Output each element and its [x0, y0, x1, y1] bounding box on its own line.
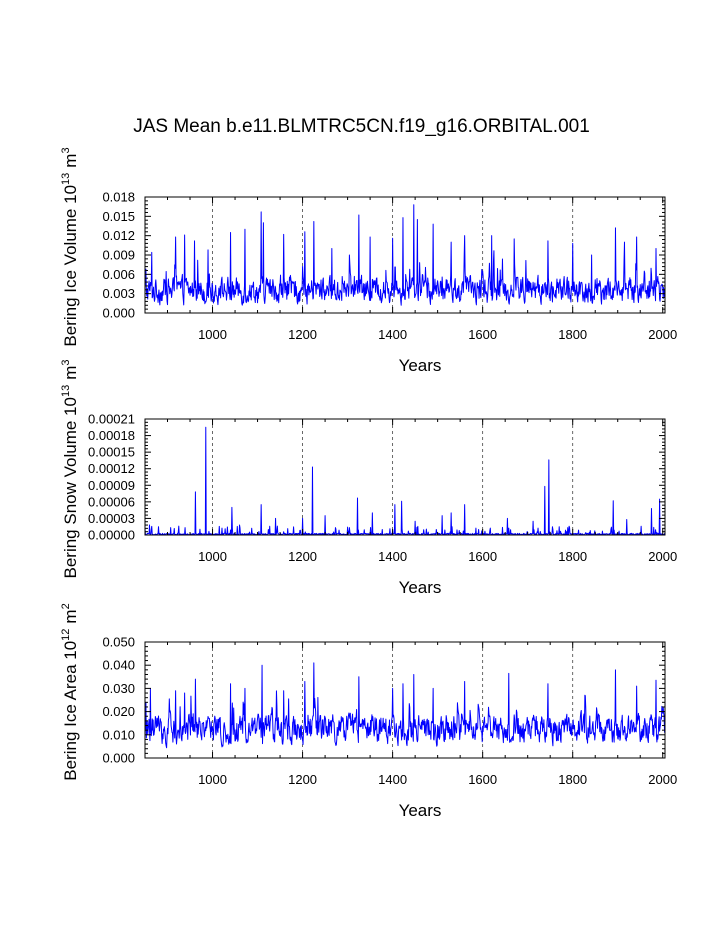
y-tick-label: 0.00009 [88, 478, 135, 493]
y-axis-label: Bering Snow Volume 1013 m3 [60, 360, 80, 579]
y-axis-label-ylabel-exp: 13 [60, 173, 72, 185]
x-tick-label: 1400 [378, 772, 407, 787]
y-tick-label: 0.018 [102, 190, 135, 205]
y-axis-label-ylabel-exp: 12 [60, 629, 72, 641]
x-tick-label: 1800 [558, 772, 587, 787]
plot-frame [144, 641, 666, 759]
data-series-line [144, 426, 666, 536]
y-tick-label: 0.00018 [88, 428, 135, 443]
page-title: JAS Mean b.e11.BLMTRC5CN.f19_g16.ORBITAL… [133, 116, 590, 137]
y-axis-label-ylabel-main: Bering Ice Area 10 [61, 641, 80, 781]
x-tick-label: 2000 [648, 772, 677, 787]
chart-panel-3: 1000 1200 1400 1600 1800 2000 0.000 0.010 0.020 0… [60, 603, 677, 820]
x-tick-label: 1200 [288, 549, 317, 564]
x-tick-label: 2000 [648, 327, 677, 342]
y-tick-label: 0.050 [102, 635, 135, 650]
y-axis-label: Bering Ice Volume 1013 m3 [60, 147, 80, 346]
y-axis-label-ylabel-unit-exp: 2 [60, 603, 72, 609]
y-tick-label: 0.015 [102, 209, 135, 224]
chart-panel-1: 1000 1200 1400 1600 1800 2000 0.000 0.003 0.006 0… [60, 147, 677, 375]
y-tick-label: 0.009 [102, 248, 135, 263]
y-tick-label: 0.030 [102, 681, 135, 696]
y-tick-label: 0.040 [102, 658, 135, 673]
y-axis-label-ylabel-unit: m [61, 366, 80, 380]
y-axis-label-ylabel-exp: 13 [60, 385, 72, 397]
x-tick-label: 1600 [468, 772, 497, 787]
plot-frame [144, 418, 666, 536]
y-axis-label-ylabel-main: Bering Ice Volume 10 [61, 185, 80, 347]
y-tick-label: 0.000 [102, 751, 135, 766]
y-tick-label: 0.00012 [88, 461, 135, 476]
y-tick-label: 0.00021 [88, 412, 135, 427]
x-axis-label: Years [399, 578, 442, 597]
x-tick-label: 1400 [378, 327, 407, 342]
x-tick-label: 1400 [378, 549, 407, 564]
x-tick-label: 1600 [468, 327, 497, 342]
y-tick-label: 0.00015 [88, 445, 135, 460]
x-axis-label: Years [399, 801, 442, 820]
y-tick-label: 0.00003 [88, 511, 135, 526]
y-axis-label-ylabel-unit: m [61, 609, 80, 623]
y-axis-label-ylabel-main: Bering Snow Volume 10 [61, 397, 80, 578]
y-tick-label: 0.020 [102, 704, 135, 719]
x-tick-label: 1000 [198, 772, 227, 787]
x-tick-label: 1200 [288, 327, 317, 342]
y-tick-label: 0.003 [102, 286, 135, 301]
x-tick-label: 1200 [288, 772, 317, 787]
y-tick-label: 0.006 [102, 267, 135, 282]
y-axis-label-ylabel-unit-exp: 3 [60, 360, 72, 366]
y-tick-label: 0.000 [102, 306, 135, 321]
y-tick-label: 0.00006 [88, 494, 135, 509]
chart-panel-2: 1000 1200 1400 1600 1800 2000 0.00000 0.00003 0.… [60, 360, 677, 598]
x-tick-label: 1000 [198, 327, 227, 342]
y-tick-label: 0.010 [102, 727, 135, 742]
y-axis-label: Bering Ice Area 1012 m2 [60, 603, 80, 780]
x-tick-label: 1800 [558, 327, 587, 342]
x-tick-label: 1000 [198, 549, 227, 564]
y-tick-label: 0.012 [102, 228, 135, 243]
data-series-line [144, 662, 666, 749]
y-axis-label-ylabel-unit: m [61, 154, 80, 168]
x-tick-label: 1800 [558, 549, 587, 564]
x-tick-label: 1600 [468, 549, 497, 564]
x-tick-label: 2000 [648, 549, 677, 564]
y-axis-label-ylabel-unit-exp: 3 [60, 147, 72, 153]
y-tick-label: 0.00000 [88, 528, 135, 543]
data-series-line [144, 204, 666, 306]
x-axis-label: Years [399, 356, 442, 375]
